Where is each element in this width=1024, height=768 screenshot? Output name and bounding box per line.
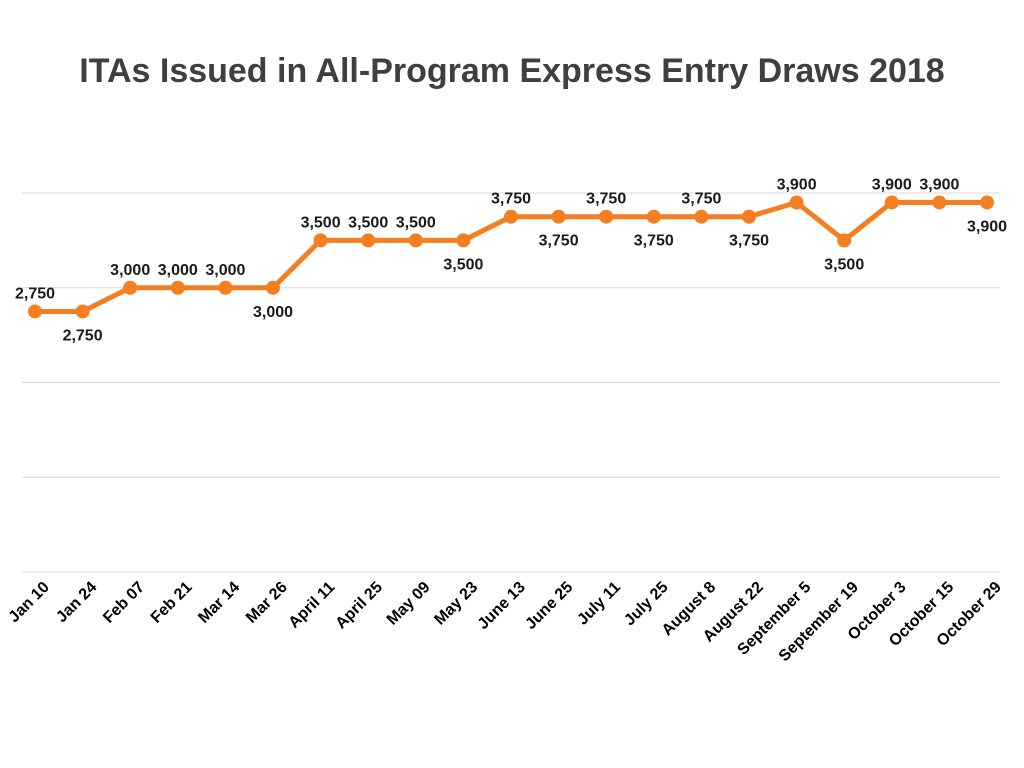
data-label: 3,750	[491, 191, 531, 208]
x-tick-label: April 25	[333, 579, 387, 633]
data-point	[599, 209, 614, 224]
data-label: 2,750	[63, 327, 103, 344]
data-point	[408, 233, 423, 248]
data-point	[742, 209, 756, 224]
data-point	[646, 209, 661, 224]
x-tick-label: Mar 26	[243, 579, 291, 627]
data-point	[123, 280, 138, 295]
data-label: 3,000	[110, 262, 150, 279]
x-tick-label: July 11	[574, 579, 624, 629]
data-point	[789, 195, 804, 210]
data-label: 3,500	[301, 214, 341, 231]
data-label: 3,900	[777, 176, 817, 193]
data-point	[266, 280, 280, 295]
x-tick-label: June 13	[475, 579, 529, 633]
data-point	[932, 195, 947, 210]
data-point	[456, 233, 471, 248]
data-label: 2,750	[15, 285, 55, 302]
data-label: 3,900	[967, 218, 1007, 235]
data-label: 3,900	[919, 176, 959, 193]
x-tick-label: Jan 10	[6, 579, 53, 626]
data-label: 3,000	[253, 304, 293, 321]
x-tick-label: Feb 07	[100, 579, 148, 627]
data-point	[980, 195, 994, 210]
x-tick-label: Jan 24	[53, 579, 100, 626]
data-label: 3,750	[681, 191, 721, 208]
data-label: 3,500	[824, 256, 864, 273]
data-point	[218, 280, 233, 295]
x-tick-label: Mar 14	[195, 579, 243, 627]
data-labels: 2,750 2,750 3,000 3,000 3,000 3,000 3,500 3,500…	[15, 176, 1007, 344]
x-axis-ticks: Jan 10 Jan 24 Feb 07 Feb 21 Mar 14 Mar 26Apri…	[6, 579, 1005, 665]
data-point	[313, 233, 328, 248]
data-label: 3,500	[396, 214, 436, 231]
data-point	[361, 233, 376, 248]
data-label: 3,750	[634, 233, 674, 250]
data-label: 3,500	[443, 256, 483, 273]
data-label: 3,000	[205, 262, 245, 279]
data-label: 3,900	[872, 176, 912, 193]
data-label: 3,750	[729, 233, 769, 250]
data-point	[504, 209, 518, 224]
data-point	[170, 280, 185, 295]
x-tick-label: June 25	[522, 579, 576, 633]
data-label: 3,500	[348, 214, 388, 231]
chart-title: ITAs Issued in All-Program Express Entry…	[79, 52, 945, 90]
gridlines	[22, 192, 1000, 573]
data-label: 3,750	[586, 191, 626, 208]
data-point	[551, 209, 566, 224]
data-label: 3,000	[158, 262, 198, 279]
data-point	[75, 304, 90, 319]
x-tick-label: May 09	[384, 579, 434, 629]
data-label: 3,750	[539, 233, 579, 250]
data-point	[837, 233, 852, 248]
data-point	[884, 195, 899, 210]
x-tick-label: Feb 21	[148, 579, 196, 627]
data-point	[694, 209, 709, 224]
x-tick-label: April 11	[286, 579, 339, 632]
data-point	[28, 304, 42, 319]
data-points	[28, 195, 994, 319]
